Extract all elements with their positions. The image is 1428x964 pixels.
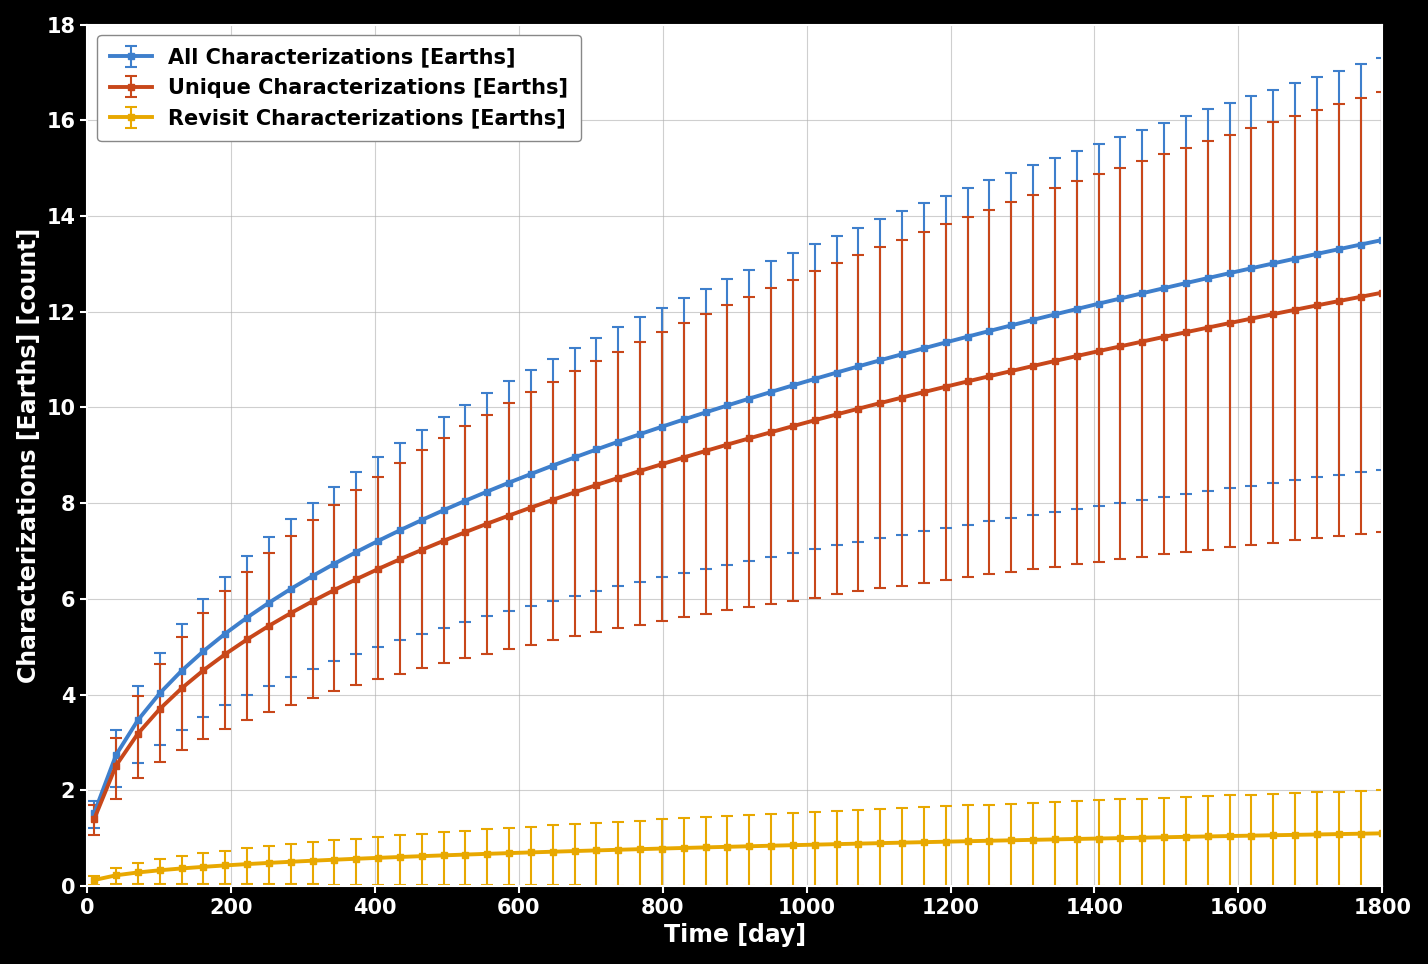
Y-axis label: Characterizations [Earths] [count]: Characterizations [Earths] [count] — [17, 228, 40, 683]
X-axis label: Time [day]: Time [day] — [664, 924, 805, 948]
Legend: All Characterizations [Earths], Unique Characterizations [Earths], Revisit Chara: All Characterizations [Earths], Unique C… — [97, 35, 581, 141]
